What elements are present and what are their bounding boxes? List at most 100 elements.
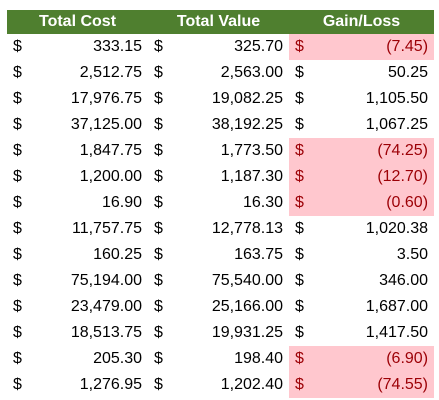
gain-loss-cell[interactable]: 346.00 [379, 272, 429, 289]
cost-cell[interactable]: 18,513.75 [70, 324, 142, 341]
table-row: $2,512.75 $2,563.00 $50.25 [7, 60, 434, 86]
value-cell[interactable]: 2,563.00 [220, 64, 283, 81]
gain-loss-cell[interactable]: 50.25 [387, 64, 429, 81]
gain-currency-cell[interactable]: $ [295, 272, 304, 289]
gain-loss-cell[interactable]: 1,687.00 [365, 298, 429, 315]
cost-cell[interactable]: 17,976.75 [70, 90, 142, 107]
cost-currency-cell[interactable]: $ [13, 90, 22, 107]
value-cell[interactable]: 1,773.50 [220, 142, 283, 159]
value-currency-cell[interactable]: $ [154, 168, 163, 185]
value-currency-cell[interactable]: $ [154, 38, 163, 55]
gain-currency-cell[interactable]: $ [295, 324, 304, 341]
gain-currency-cell[interactable]: $ [289, 346, 311, 372]
value-cell[interactable]: 1,202.40 [220, 376, 283, 393]
value-currency-cell[interactable]: $ [154, 376, 163, 393]
table-row: $1,200.00 $1,187.30 $ (12.70) [7, 164, 435, 190]
value-currency-cell[interactable]: $ [154, 90, 163, 107]
value-cell[interactable]: 198.40 [234, 350, 283, 367]
cost-currency-cell[interactable]: $ [13, 116, 22, 133]
value-currency-cell[interactable]: $ [154, 350, 163, 367]
cost-currency-cell[interactable]: $ [13, 168, 22, 185]
value-cell[interactable]: 325.70 [234, 38, 283, 55]
gain-currency-cell[interactable]: $ [289, 164, 311, 190]
value-cell[interactable]: 38,192.25 [211, 116, 283, 133]
value-currency-cell[interactable]: $ [154, 116, 163, 133]
cost-currency-cell[interactable]: $ [13, 272, 22, 289]
table-row: $11,757.75 $12,778.13 $1,020.38 [7, 216, 434, 242]
value-currency-cell[interactable]: $ [154, 64, 163, 81]
table-row: $333.15 $325.70 $ (7.45) [7, 34, 435, 60]
value-currency-cell[interactable]: $ [154, 194, 163, 211]
table-row: $1,847.75 $1,773.50 $ (74.25) [7, 138, 435, 164]
cost-cell[interactable]: 11,757.75 [72, 220, 142, 237]
gain-loss-cell[interactable]: (74.55) [311, 372, 435, 398]
cost-currency-cell[interactable]: $ [13, 298, 22, 315]
cost-currency-cell[interactable]: $ [13, 350, 22, 367]
gain-currency-cell[interactable]: $ [295, 220, 304, 237]
value-currency-cell[interactable]: $ [154, 324, 163, 341]
value-cell[interactable]: 19,082.25 [211, 90, 283, 107]
value-currency-cell[interactable]: $ [154, 220, 163, 237]
gain-loss-cell[interactable]: (74.25) [311, 138, 435, 164]
cost-currency-cell[interactable]: $ [13, 194, 22, 211]
cost-cell[interactable]: 205.30 [93, 350, 142, 367]
cost-currency-cell[interactable]: $ [13, 246, 22, 263]
gain-currency-cell[interactable]: $ [289, 372, 311, 398]
value-cell[interactable]: 163.75 [234, 246, 283, 263]
gain-currency-cell[interactable]: $ [295, 64, 304, 81]
cost-cell[interactable]: 16.90 [101, 194, 142, 211]
value-cell[interactable]: 12,778.13 [211, 220, 283, 237]
value-cell[interactable]: 25,166.00 [211, 298, 283, 315]
header-total-value[interactable]: Total Value [148, 10, 289, 34]
gain-currency-cell[interactable]: $ [295, 90, 304, 107]
table-row: $1,276.95 $1,202.40 $ (74.55) [7, 372, 435, 398]
gain-loss-cell[interactable]: 1,020.38 [365, 220, 429, 237]
gain-currency-cell[interactable]: $ [289, 34, 311, 60]
gain-loss-cell[interactable]: 1,067.25 [365, 116, 429, 133]
table-row: $17,976.75 $19,082.25 $1,105.50 [7, 86, 434, 112]
table-row: $160.25 $163.75 $3.50 [7, 242, 434, 268]
value-cell[interactable]: 16.30 [242, 194, 283, 211]
cost-currency-cell[interactable]: $ [13, 324, 22, 341]
cost-cell[interactable]: 160.25 [93, 246, 142, 263]
cost-currency-cell[interactable]: $ [13, 142, 22, 159]
value-cell[interactable]: 19,931.25 [211, 324, 283, 341]
header-gain-loss[interactable]: Gain/Loss [289, 10, 435, 34]
cost-currency-cell[interactable]: $ [13, 38, 22, 55]
value-cell[interactable]: 75,540.00 [211, 272, 283, 289]
header-total-cost[interactable]: Total Cost [7, 10, 148, 34]
gain-currency-cell[interactable]: $ [289, 138, 311, 164]
cost-currency-cell[interactable]: $ [13, 64, 22, 81]
table-row: $23,479.00 $25,166.00 $1,687.00 [7, 294, 434, 320]
cost-cell[interactable]: 1,276.95 [79, 376, 142, 393]
cost-currency-cell[interactable]: $ [13, 220, 22, 237]
value-cell[interactable]: 1,187.30 [220, 168, 283, 185]
value-currency-cell[interactable]: $ [154, 142, 163, 159]
cost-cell[interactable]: 2,512.75 [79, 64, 142, 81]
gain-currency-cell[interactable]: $ [295, 116, 304, 133]
cost-cell[interactable]: 37,125.00 [70, 116, 142, 133]
cost-cell[interactable]: 333.15 [93, 38, 142, 55]
table-row: $205.30 $198.40 $ (6.90) [7, 346, 435, 372]
gain-loss-cell[interactable]: 3.50 [396, 246, 429, 263]
value-currency-cell[interactable]: $ [154, 246, 163, 263]
cost-cell[interactable]: 1,847.75 [79, 142, 142, 159]
cost-cell[interactable]: 1,200.00 [79, 168, 142, 185]
cost-cell[interactable]: 75,194.00 [70, 272, 142, 289]
cost-cell[interactable]: 23,479.00 [70, 298, 142, 315]
gain-loss-table: Total Cost Total Value Gain/Loss $333.15… [7, 10, 435, 398]
gain-loss-cell[interactable]: (6.90) [311, 346, 435, 372]
cost-currency-cell[interactable]: $ [13, 376, 22, 393]
gain-loss-cell[interactable]: 1,105.50 [365, 90, 429, 107]
header-row: Total Cost Total Value Gain/Loss [7, 10, 435, 34]
gain-loss-cell[interactable]: (0.60) [311, 190, 435, 216]
value-currency-cell[interactable]: $ [154, 272, 163, 289]
gain-loss-cell[interactable]: (7.45) [311, 34, 435, 60]
gain-loss-cell[interactable]: (12.70) [311, 164, 435, 190]
gain-currency-cell[interactable]: $ [289, 190, 311, 216]
gain-loss-cell[interactable]: 1,417.50 [365, 324, 429, 341]
value-currency-cell[interactable]: $ [154, 298, 163, 315]
gain-currency-cell[interactable]: $ [295, 298, 304, 315]
gain-currency-cell[interactable]: $ [295, 246, 304, 263]
